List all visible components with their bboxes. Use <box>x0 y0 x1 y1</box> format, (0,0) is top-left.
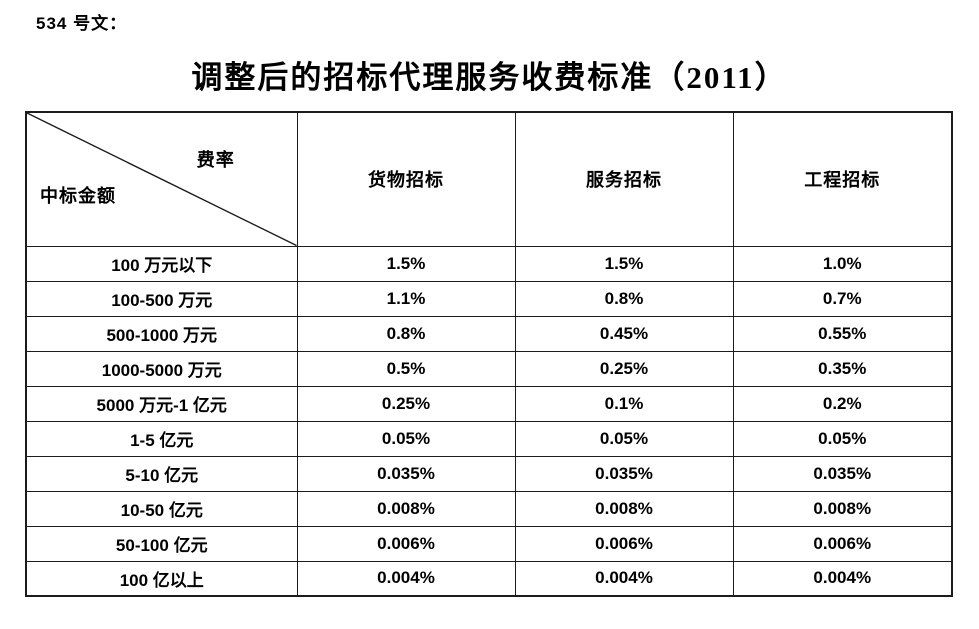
rate-cell: 1.1% <box>296 280 516 317</box>
row-label: 5-10 亿元 <box>25 455 298 492</box>
corner-label-amount: 中标金额 <box>40 185 116 206</box>
doc-number-label: 534 号文： <box>36 14 128 33</box>
column-header-goods: 货物招标 <box>296 111 516 247</box>
row-label: 1-5 亿元 <box>25 420 298 457</box>
rate-cell: 0.006% <box>732 525 953 562</box>
rate-cell: 0.5% <box>296 350 516 387</box>
rate-cell: 0.006% <box>514 525 734 562</box>
rate-cell: 0.8% <box>296 315 516 352</box>
row-label: 100 亿以上 <box>25 560 298 597</box>
table-row: 50-100 亿元 0.006% 0.006% 0.006% <box>25 525 953 562</box>
table-row: 100 亿以上 0.004% 0.004% 0.004% <box>25 560 953 597</box>
rate-cell: 0.35% <box>732 350 953 387</box>
rate-cell: 0.45% <box>514 315 734 352</box>
table-row: 5000 万元-1 亿元 0.25% 0.1% 0.2% <box>25 385 953 422</box>
rate-cell: 1.5% <box>296 245 516 282</box>
diagonal-line <box>27 113 297 246</box>
diagonal-corner-cell: 费率 中标金额 <box>25 111 298 247</box>
fee-standard-table: 费率 中标金额 货物招标 服务招标 工程招标 100 万元以下 1.5% 1.5… <box>25 111 953 597</box>
rate-cell: 0.1% <box>514 385 734 422</box>
corner-label-rate: 费率 <box>196 150 235 171</box>
rate-cell: 0.05% <box>514 420 734 457</box>
rate-cell: 0.006% <box>296 525 516 562</box>
row-label: 100 万元以下 <box>25 245 298 282</box>
row-label: 100-500 万元 <box>25 280 298 317</box>
row-label: 10-50 亿元 <box>25 490 298 527</box>
rate-cell: 0.008% <box>732 490 953 527</box>
rate-cell: 1.5% <box>514 245 734 282</box>
rate-cell: 0.035% <box>296 455 516 492</box>
table-header-row: 费率 中标金额 货物招标 服务招标 工程招标 <box>25 111 953 247</box>
rate-cell: 0.25% <box>296 385 516 422</box>
table-row: 1000-5000 万元 0.5% 0.25% 0.35% <box>25 350 953 387</box>
rate-cell: 0.55% <box>732 315 953 352</box>
table-row: 100 万元以下 1.5% 1.5% 1.0% <box>25 245 953 282</box>
rate-cell: 0.8% <box>514 280 734 317</box>
rate-cell: 0.2% <box>732 385 953 422</box>
column-header-engineering: 工程招标 <box>732 111 953 247</box>
table-row: 100-500 万元 1.1% 0.8% 0.7% <box>25 280 953 317</box>
row-label: 5000 万元-1 亿元 <box>25 385 298 422</box>
table-row: 500-1000 万元 0.8% 0.45% 0.55% <box>25 315 953 352</box>
rate-cell: 0.7% <box>732 280 953 317</box>
rate-cell: 0.035% <box>514 455 734 492</box>
page-title: 调整后的招标代理服务收费标准（2011） <box>191 60 788 95</box>
rate-cell: 0.004% <box>296 560 516 597</box>
rate-cell: 0.05% <box>296 420 516 457</box>
table-row: 10-50 亿元 0.008% 0.008% 0.008% <box>25 490 953 527</box>
row-label: 1000-5000 万元 <box>25 350 298 387</box>
rate-cell: 0.25% <box>514 350 734 387</box>
row-label: 500-1000 万元 <box>25 315 298 352</box>
column-header-service: 服务招标 <box>514 111 734 247</box>
table-row: 5-10 亿元 0.035% 0.035% 0.035% <box>25 455 953 492</box>
rate-cell: 0.035% <box>732 455 953 492</box>
rate-cell: 0.008% <box>296 490 516 527</box>
rate-cell: 1.0% <box>732 245 953 282</box>
rate-cell: 0.008% <box>514 490 734 527</box>
table-row: 1-5 亿元 0.05% 0.05% 0.05% <box>25 420 953 457</box>
row-label: 50-100 亿元 <box>25 525 298 562</box>
rate-cell: 0.004% <box>732 560 953 597</box>
rate-cell: 0.05% <box>732 420 953 457</box>
rate-cell: 0.004% <box>514 560 734 597</box>
